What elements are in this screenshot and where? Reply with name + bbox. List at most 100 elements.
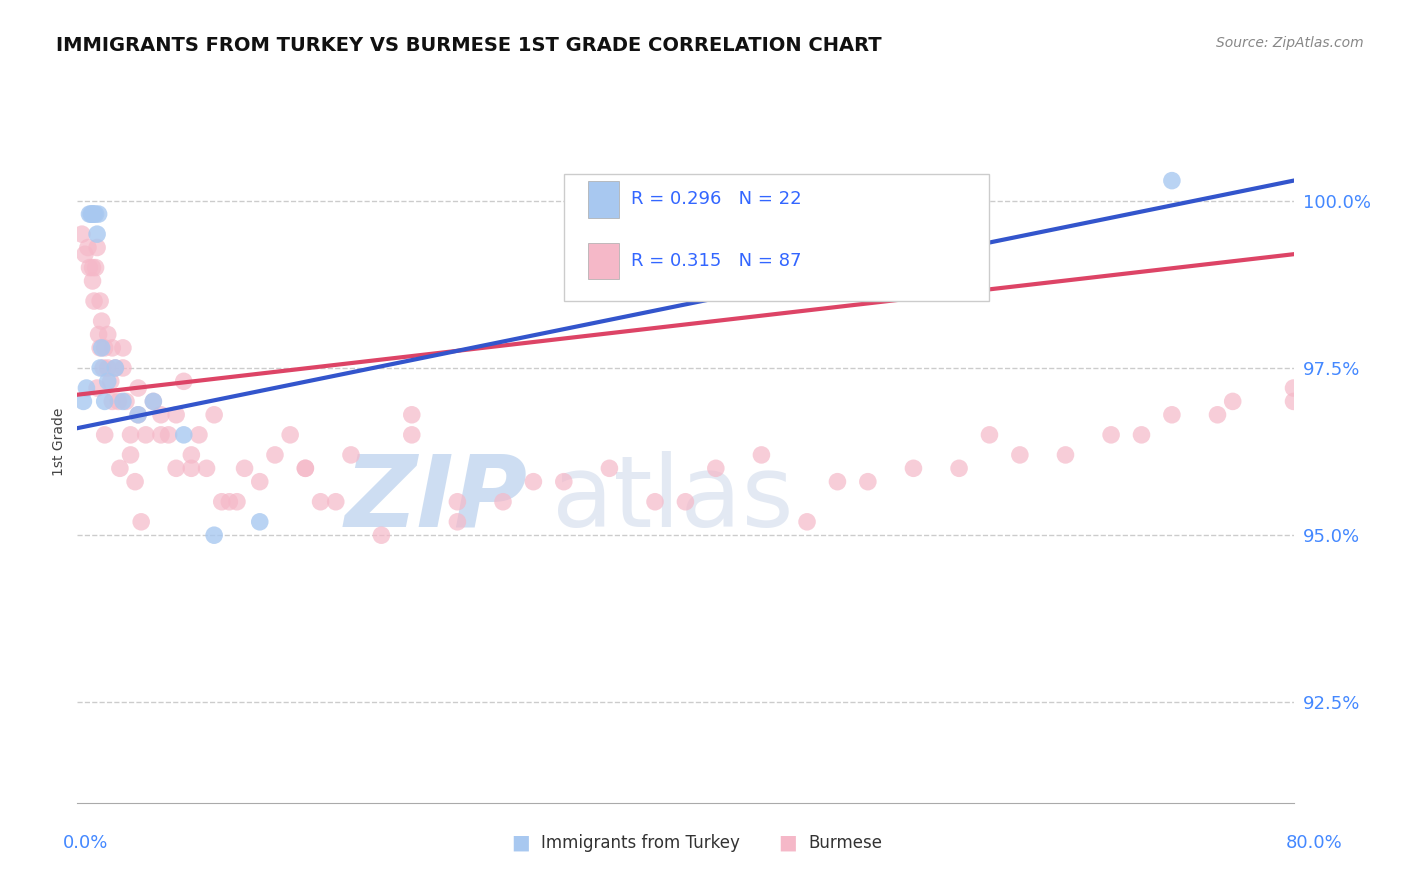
Text: 80.0%: 80.0% (1286, 834, 1343, 852)
Point (226, 494, 249, 508)
Point (77, 240, 100, 254)
Point (1099, 427, 1122, 442)
Point (195, 461, 218, 475)
Point (1282, 381, 1305, 395)
Point (108, 461, 131, 475)
Point (1282, 394, 1305, 409)
Point (82, 274, 104, 288)
Point (73, 247, 96, 261)
Point (97, 374, 120, 388)
Point (522, 475, 544, 489)
Point (111, 394, 134, 409)
Point (675, 494, 697, 508)
Point (1206, 408, 1229, 422)
Point (157, 427, 180, 442)
Point (104, 360, 127, 375)
Point (83, 207, 105, 221)
Point (249, 475, 271, 489)
Point (111, 341, 134, 355)
Point (370, 528, 392, 542)
Text: IMMIGRANTS FROM TURKEY VS BURMESE 1ST GRADE CORRELATION CHART: IMMIGRANTS FROM TURKEY VS BURMESE 1ST GR… (56, 36, 882, 54)
Point (127, 408, 149, 422)
Point (827, 475, 849, 489)
Point (75, 381, 97, 395)
Point (111, 360, 134, 375)
Point (149, 408, 172, 422)
Point (135, 427, 157, 442)
Point (115, 394, 138, 409)
Point (1161, 408, 1184, 422)
Point (90, 314, 112, 328)
Point (82, 260, 104, 275)
Bar (588, 181, 619, 218)
Point (93, 341, 115, 355)
Point (294, 461, 316, 475)
Point (401, 427, 423, 442)
Point (124, 475, 146, 489)
Point (401, 408, 423, 422)
Point (180, 461, 202, 475)
Text: 0.0%: 0.0% (63, 834, 108, 852)
Point (165, 408, 187, 422)
Point (91, 360, 114, 375)
Point (492, 494, 515, 508)
Point (87, 327, 110, 342)
Point (325, 494, 347, 508)
Point (72, 394, 94, 409)
Point (856, 475, 879, 489)
Point (89, 341, 111, 355)
Point (86, 240, 108, 254)
Point (1161, 174, 1184, 188)
Point (294, 461, 316, 475)
Point (120, 427, 142, 442)
Point (93, 427, 115, 442)
Point (97, 360, 120, 375)
Point (101, 341, 124, 355)
Point (120, 448, 142, 462)
Point (180, 448, 202, 462)
Point (101, 394, 124, 409)
Point (80, 207, 103, 221)
Point (142, 394, 165, 409)
Text: R = 0.296   N = 22: R = 0.296 N = 22 (631, 191, 801, 209)
Point (127, 408, 149, 422)
Text: ▪: ▪ (510, 829, 530, 857)
Point (1008, 448, 1031, 462)
Point (903, 461, 925, 475)
Point (84, 207, 107, 221)
Point (87, 207, 110, 221)
Point (211, 494, 233, 508)
Point (165, 461, 187, 475)
Text: Source: ZipAtlas.com: Source: ZipAtlas.com (1216, 36, 1364, 50)
Point (278, 427, 301, 442)
FancyBboxPatch shape (564, 174, 990, 301)
Point (70, 227, 93, 241)
Point (644, 494, 666, 508)
Y-axis label: 1st Grade: 1st Grade (52, 408, 66, 475)
Point (249, 515, 271, 529)
Text: atlas: atlas (551, 450, 793, 548)
Text: R = 0.315   N = 87: R = 0.315 N = 87 (631, 252, 801, 270)
Point (598, 461, 620, 475)
Point (173, 427, 195, 442)
Point (127, 381, 149, 395)
Point (84, 260, 107, 275)
Point (796, 515, 818, 529)
Text: Immigrants from Turkey: Immigrants from Turkey (541, 834, 740, 852)
Point (218, 494, 240, 508)
Point (86, 381, 108, 395)
Bar (588, 243, 619, 279)
Point (1054, 448, 1077, 462)
Text: ZIP: ZIP (344, 450, 527, 548)
Point (97, 327, 120, 342)
Point (446, 494, 468, 508)
Point (948, 461, 970, 475)
Point (553, 475, 575, 489)
Point (83, 293, 105, 308)
Text: ▪: ▪ (778, 829, 797, 857)
Point (1130, 427, 1153, 442)
Point (202, 528, 225, 542)
Point (233, 461, 256, 475)
Point (104, 360, 127, 375)
Point (82, 207, 104, 221)
